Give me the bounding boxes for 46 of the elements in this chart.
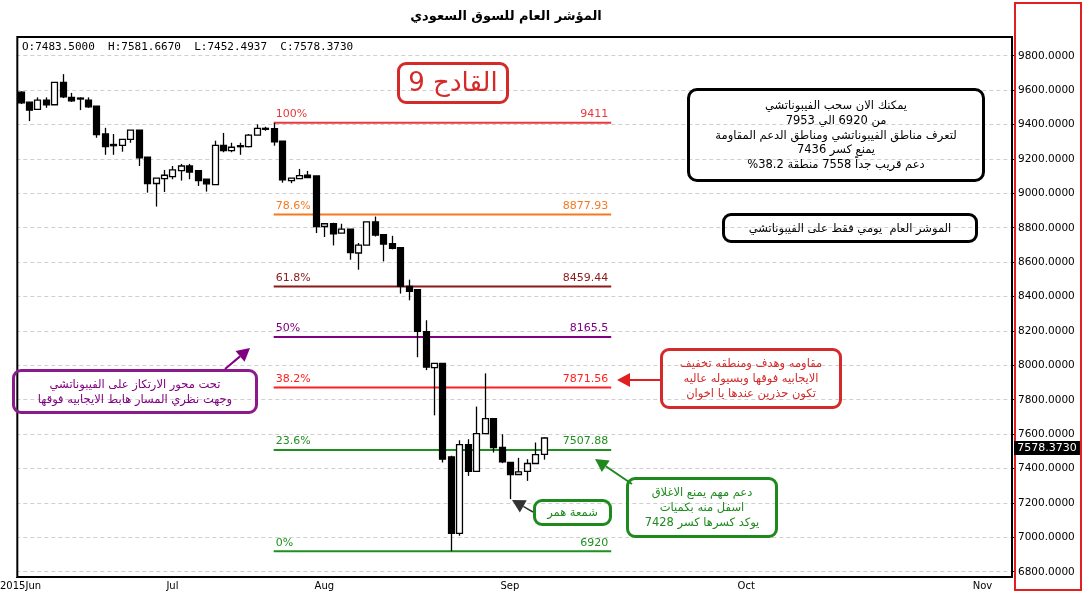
x-tick-label: Aug [314, 579, 335, 591]
x-tick-label: Nov [972, 579, 993, 591]
y-tick-label: 9400.0000 [1018, 117, 1075, 130]
ref-line-label: 8459.44 [562, 270, 609, 284]
y-tick-label: 8400.0000 [1018, 289, 1075, 302]
y-tick-label: 7000.0000 [1018, 530, 1075, 543]
annotation: 50% [275, 321, 301, 335]
annotation: 23.6% [275, 434, 311, 448]
y-tick-label: 7800.0000 [1018, 392, 1075, 405]
x-tick-label: Oct [737, 579, 755, 591]
annotation: القادح 9 [407, 66, 499, 100]
annotation: O:7483.5000 H:7581.6670 L:7452.4937 C:7578.3730 [22, 39, 355, 55]
x-tick-label: Jul [165, 579, 179, 591]
y-tick-label: 8200.0000 [1018, 323, 1075, 336]
y-tick-label: 9000.0000 [1018, 186, 1075, 199]
annotation: مقاومه وهدف ومنطقه تخفيف الايجابيه فوقها وبسيوله عاليه تكون حذرين عندها يا اخوان [678, 356, 824, 401]
y-tick-label: 7600.0000 [1018, 427, 1075, 439]
x-tick-label: Sep [500, 579, 520, 591]
annotation: دعم مهم يمنع الاغلاق اسفل منه بكميات يوكد كسرها كسر 7428 [643, 485, 761, 530]
annotation: تحت محور الارتكاز على الفيبوناتشي وجهت نظري المسار هابط الايجابيه فوقها [36, 376, 234, 407]
y-tick-label: 9800.0000 [1018, 48, 1075, 61]
ref-line-label: 8877.93 [562, 198, 609, 212]
ref-line-label: 7507.88 [562, 434, 609, 448]
annotation: يمكنك الان سحب الفيبوناتشي من 6920 الي 7953 لتعرف مناطق الفيبوناتشي ومناطق الدعم المقاومة يمنع كسر 7436 دعم قريب جداً 7558 منطقة 38.2% [714, 97, 958, 173]
y-tick-label: 8600.0000 [1018, 255, 1075, 268]
annotation: 61.8% [275, 270, 311, 284]
annotation: الموشر العام يومي فقط على الفيبوناتشي [747, 220, 953, 236]
y-tick-label: 9200.0000 [1018, 151, 1075, 164]
y-tick-label: 7400.0000 [1018, 461, 1075, 474]
ref-line-label: 8165.5 [569, 321, 609, 335]
x-tick-label: 2015Jun [0, 579, 42, 591]
ref-line-label: 6920 [580, 535, 609, 549]
y-tick-label: 8800.0000 [1018, 220, 1075, 233]
annotation: 78.6% [275, 198, 311, 212]
text: 7578.3730 [1014, 440, 1080, 456]
y-tick-label: 8000.0000 [1018, 358, 1075, 371]
y-tick-label: 9600.0000 [1018, 83, 1075, 96]
y-tick-label: 6800.0000 [1018, 564, 1075, 577]
y-tick-label: 7200.0000 [1018, 495, 1075, 508]
annotation: 100% [275, 107, 308, 121]
ref-line-label: 9411 [580, 107, 609, 121]
ref-line-label: 7871.56 [562, 371, 609, 385]
annotation: 38.2% [275, 371, 311, 385]
annotation: 0% [275, 535, 294, 549]
chart-title: المؤشر العام للسوق السعودي [409, 8, 603, 23]
annotation: شمعة همر [545, 505, 599, 520]
